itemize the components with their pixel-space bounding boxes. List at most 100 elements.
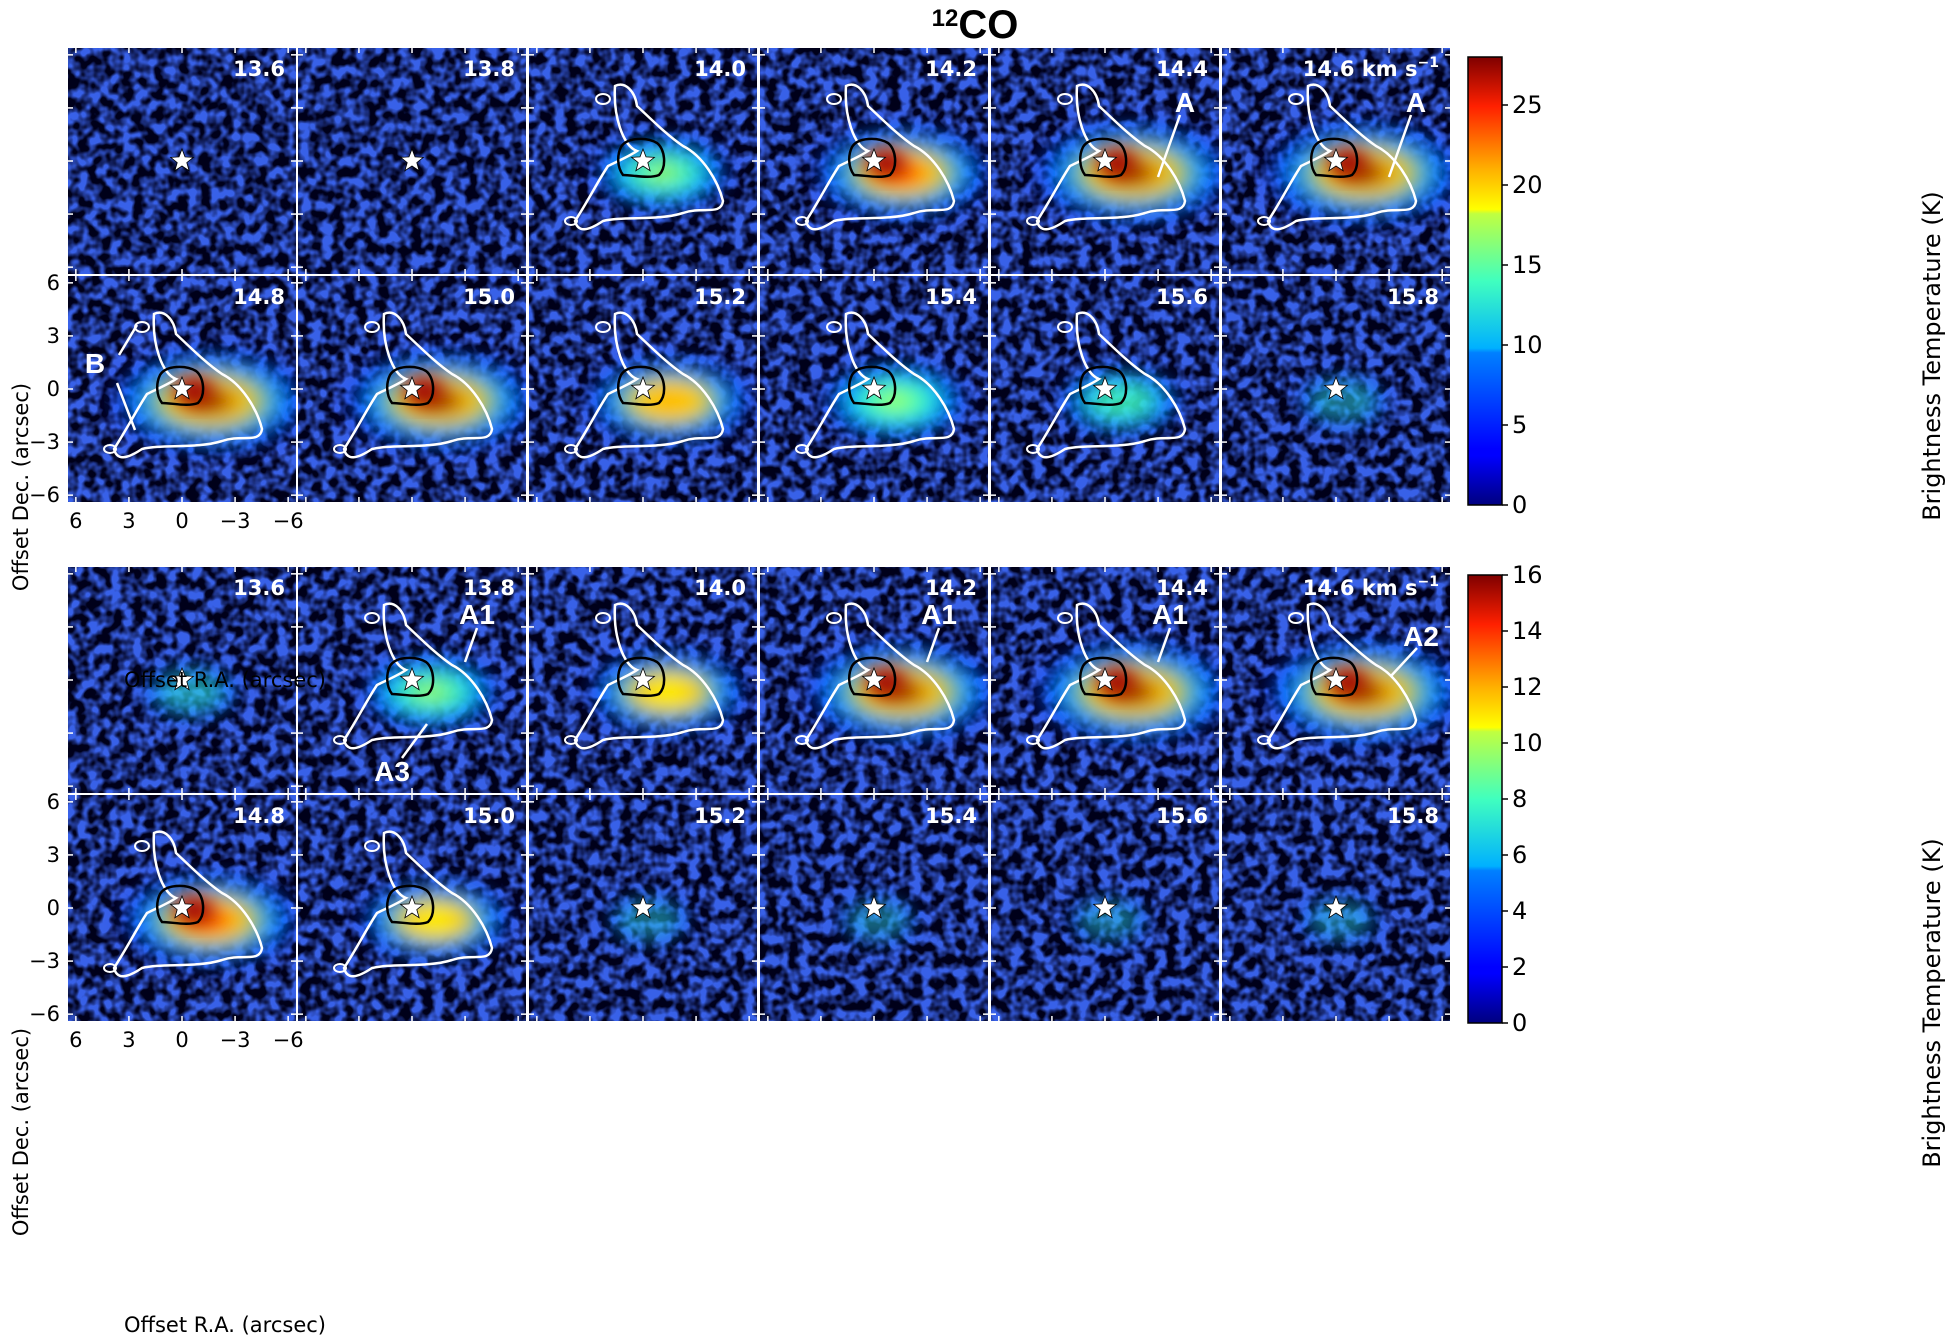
contour-inner — [1079, 656, 1128, 698]
colorbar-tick-label: 6 — [1512, 841, 1527, 869]
panel-frame — [1220, 793, 1452, 1023]
colorbar-tick-label: 0 — [1512, 491, 1527, 519]
contour-islet — [595, 612, 611, 624]
velocity-label: 15.2 — [694, 804, 746, 828]
co12-channel-panel: 13.8 — [296, 46, 528, 276]
y-tick-label: 3 — [47, 324, 60, 348]
velocity-label: 13.6 — [233, 57, 285, 81]
co12-channel-panel: 13.6 — [66, 46, 298, 276]
velocity-label: 15.8 — [1387, 285, 1439, 309]
emission-region — [818, 359, 972, 443]
contour-outer — [112, 830, 264, 978]
y-tick-label: −6 — [29, 1002, 60, 1026]
source-star-marker — [1323, 666, 1349, 691]
source-star-marker — [630, 666, 656, 691]
co13-channel-panel: 15.4 — [758, 793, 990, 1023]
contour-outer — [804, 602, 956, 750]
contour-inner — [1310, 137, 1359, 179]
contour-islet — [103, 963, 117, 973]
contour-islet — [1257, 216, 1271, 226]
emission-region — [583, 647, 752, 737]
contour-islet — [595, 321, 611, 333]
velocity-label: 14.2 — [925, 57, 977, 81]
contour-islet — [826, 93, 842, 105]
co13-channel-panel: 14.0 — [527, 565, 759, 795]
colorbar-tick-label: 4 — [1512, 897, 1527, 925]
velocity-label: 14.4 — [1156, 576, 1208, 600]
co12-xlabel: Offset R.A. (arcsec) — [124, 668, 326, 692]
co12-channel-panel: 14.8 — [66, 274, 298, 504]
source-star-marker — [861, 666, 887, 691]
contour-islet — [795, 444, 809, 454]
colorbar-tick-label: 20 — [1512, 171, 1543, 199]
contour-islet — [103, 444, 117, 454]
source-star-marker — [630, 894, 656, 919]
contour-islet — [1026, 735, 1040, 745]
contour-islet — [1057, 612, 1073, 624]
contour-islet — [595, 93, 611, 105]
velocity-label: 15.6 — [1156, 804, 1208, 828]
velocity-label: 14.2 — [925, 576, 977, 600]
colorbar-tick-label: 25 — [1512, 91, 1543, 119]
co13-panels: 13.6 13.8 14.0 14.2 14.4 14.6 km s−1 14.8 15.0 1… — [66, 565, 1452, 1023]
source-star-marker — [399, 375, 425, 400]
co12-channel-panel: 14.0 — [527, 46, 759, 276]
co12-title-main: CO — [958, 3, 1018, 47]
emission-region — [354, 877, 516, 963]
source-star-marker — [399, 147, 425, 172]
contour-inner — [386, 656, 435, 698]
source-star-marker — [1092, 666, 1118, 691]
velocity-label: 15.4 — [925, 285, 977, 309]
contour-islet — [1026, 216, 1040, 226]
contour-inner — [848, 365, 897, 407]
x-tick-label: −3 — [220, 509, 251, 533]
source-star-marker — [1092, 894, 1118, 919]
y-tick-label: 0 — [47, 377, 60, 401]
contour-islet — [1288, 93, 1304, 105]
co13-channel-panel: 13.8 — [296, 565, 528, 795]
co13-channel-panel: 13.6 — [66, 565, 298, 795]
annotation-label: A — [1406, 87, 1426, 118]
contour-islet — [134, 840, 150, 852]
co12-channel-panel: 14.4 — [989, 46, 1221, 276]
contour-inner — [386, 884, 435, 926]
source-star-marker — [1092, 375, 1118, 400]
contour-inner — [1310, 656, 1359, 698]
panel-ticks — [990, 794, 1220, 1022]
source-star-marker — [399, 894, 425, 919]
co12-channel-panel: 15.2 — [527, 274, 759, 504]
emission-region — [834, 894, 922, 946]
source-star-marker — [1323, 375, 1349, 400]
contour-outer — [1035, 83, 1187, 231]
y-tick-label: 0 — [47, 896, 60, 920]
contour-outer — [342, 830, 494, 978]
source-star-marker — [169, 147, 195, 172]
contour-islet — [1057, 321, 1073, 333]
co12-colorbar-label: Brightness Temperature (K) — [1918, 191, 1946, 521]
co13-channel-panel: 15.6 — [989, 793, 1221, 1023]
co12-channel-panel: 15.4 — [758, 274, 990, 504]
source-star-marker — [169, 375, 195, 400]
contour-outer — [573, 83, 725, 231]
contour-islet — [1257, 735, 1271, 745]
contour-outer — [1266, 602, 1418, 750]
velocity-label: 14.6 km s−1 — [1303, 574, 1439, 600]
annotation-label: A — [1175, 87, 1195, 118]
co12-channel-panel: 15.0 — [296, 274, 528, 504]
contour-outer — [342, 602, 494, 750]
velocity-label: 13.6 — [233, 576, 285, 600]
annotation-pointer — [400, 723, 429, 759]
co13-colorbar: 0 2 4 6 8 10 12 14 16 — [1467, 561, 1543, 1037]
contour-islet — [826, 612, 842, 624]
colorbar-tick-label: 5 — [1512, 411, 1527, 439]
contour-islet — [364, 321, 380, 333]
emission-region — [1259, 638, 1451, 746]
co13-ylabel: Offset Dec. (arcsec) — [9, 1028, 33, 1236]
contour-islet — [333, 444, 347, 454]
colorbar-tick-label: 15 — [1512, 251, 1543, 279]
annotation-label: A1 — [459, 599, 495, 630]
co12-panels: 13.6 13.8 14.0 14.2 14.4 14.6 km s−1 14.8 15.0 1… — [66, 46, 1452, 504]
co12-channel-panel: 14.2 — [758, 46, 990, 276]
x-tick-label: −3 — [220, 1028, 251, 1052]
